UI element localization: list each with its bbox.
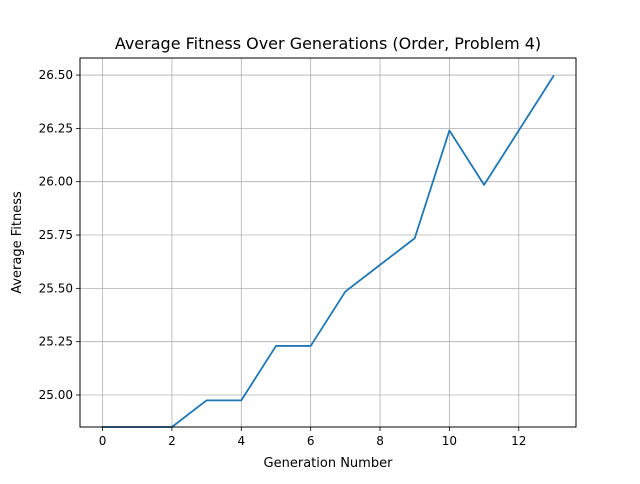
chart-title: Average Fitness Over Generations (Order,… bbox=[115, 34, 541, 53]
plot-frame bbox=[79, 57, 577, 428]
x-tick-label: 2 bbox=[168, 434, 176, 448]
y-tick-label: 25.75 bbox=[39, 228, 73, 242]
x-axis-label: Generation Number bbox=[264, 456, 394, 471]
axis-ticks: 0 2 4 6 8 10 12 25.00 25.25 25.50 25.75 26.00 26.25 2… bbox=[39, 68, 527, 448]
y-axis-label: Average Fitness bbox=[10, 191, 25, 294]
y-tick-label: 26.50 bbox=[39, 68, 73, 82]
y-tick-label: 25.00 bbox=[39, 388, 73, 402]
x-tick-label: 10 bbox=[442, 434, 457, 448]
x-tick-label: 12 bbox=[511, 434, 526, 448]
series-lines bbox=[101, 74, 555, 428]
x-tick-label: 0 bbox=[99, 434, 107, 448]
y-tick-label: 26.00 bbox=[39, 175, 73, 189]
y-tick-label: 26.25 bbox=[39, 121, 73, 135]
grid-lines bbox=[80, 58, 576, 427]
series-line bbox=[101, 74, 555, 428]
x-tick-label: 4 bbox=[237, 434, 245, 448]
y-tick-label: 25.25 bbox=[39, 335, 73, 349]
y-tick-label: 25.50 bbox=[39, 281, 73, 295]
x-tick-label: 8 bbox=[376, 434, 384, 448]
x-tick-label: 6 bbox=[307, 434, 315, 448]
